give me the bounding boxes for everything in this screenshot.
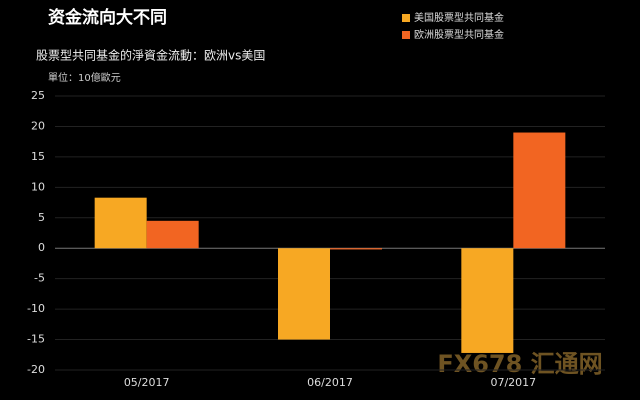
bar <box>330 248 382 250</box>
unit-label: 單位：10億歐元 <box>48 71 121 84</box>
legend-swatch <box>402 31 410 39</box>
x-tick-label: 06/2017 <box>307 376 353 389</box>
bar <box>278 248 330 340</box>
y-tick-label: 15 <box>31 150 45 163</box>
y-tick-label: 25 <box>31 89 45 102</box>
bar <box>513 132 566 249</box>
x-tick-label: 07/2017 <box>490 376 536 389</box>
y-tick-label: -20 <box>27 363 45 376</box>
y-tick-label: 5 <box>38 211 45 224</box>
y-tick-label: 20 <box>31 119 45 132</box>
chart-title: 资金流向大不同 <box>48 7 167 28</box>
bar <box>94 197 147 249</box>
x-tick-label: 05/2017 <box>124 376 170 389</box>
y-tick-label: 0 <box>38 241 45 254</box>
watermark: FX678 汇通网 <box>437 350 602 378</box>
legend-swatch <box>402 14 410 22</box>
y-tick-label: -15 <box>27 333 45 346</box>
legend-label: 欧洲股票型共同基金 <box>414 28 504 41</box>
legend-label: 美国股票型共同基金 <box>414 11 504 24</box>
bar <box>461 248 514 353</box>
y-tick-label: 10 <box>31 180 45 193</box>
chart-subtitle: 股票型共同基金的淨資金流動：欧洲vs美国 <box>36 48 265 63</box>
bar <box>146 220 199 249</box>
y-tick-label: -5 <box>34 272 45 285</box>
y-tick-label: -10 <box>27 302 45 315</box>
